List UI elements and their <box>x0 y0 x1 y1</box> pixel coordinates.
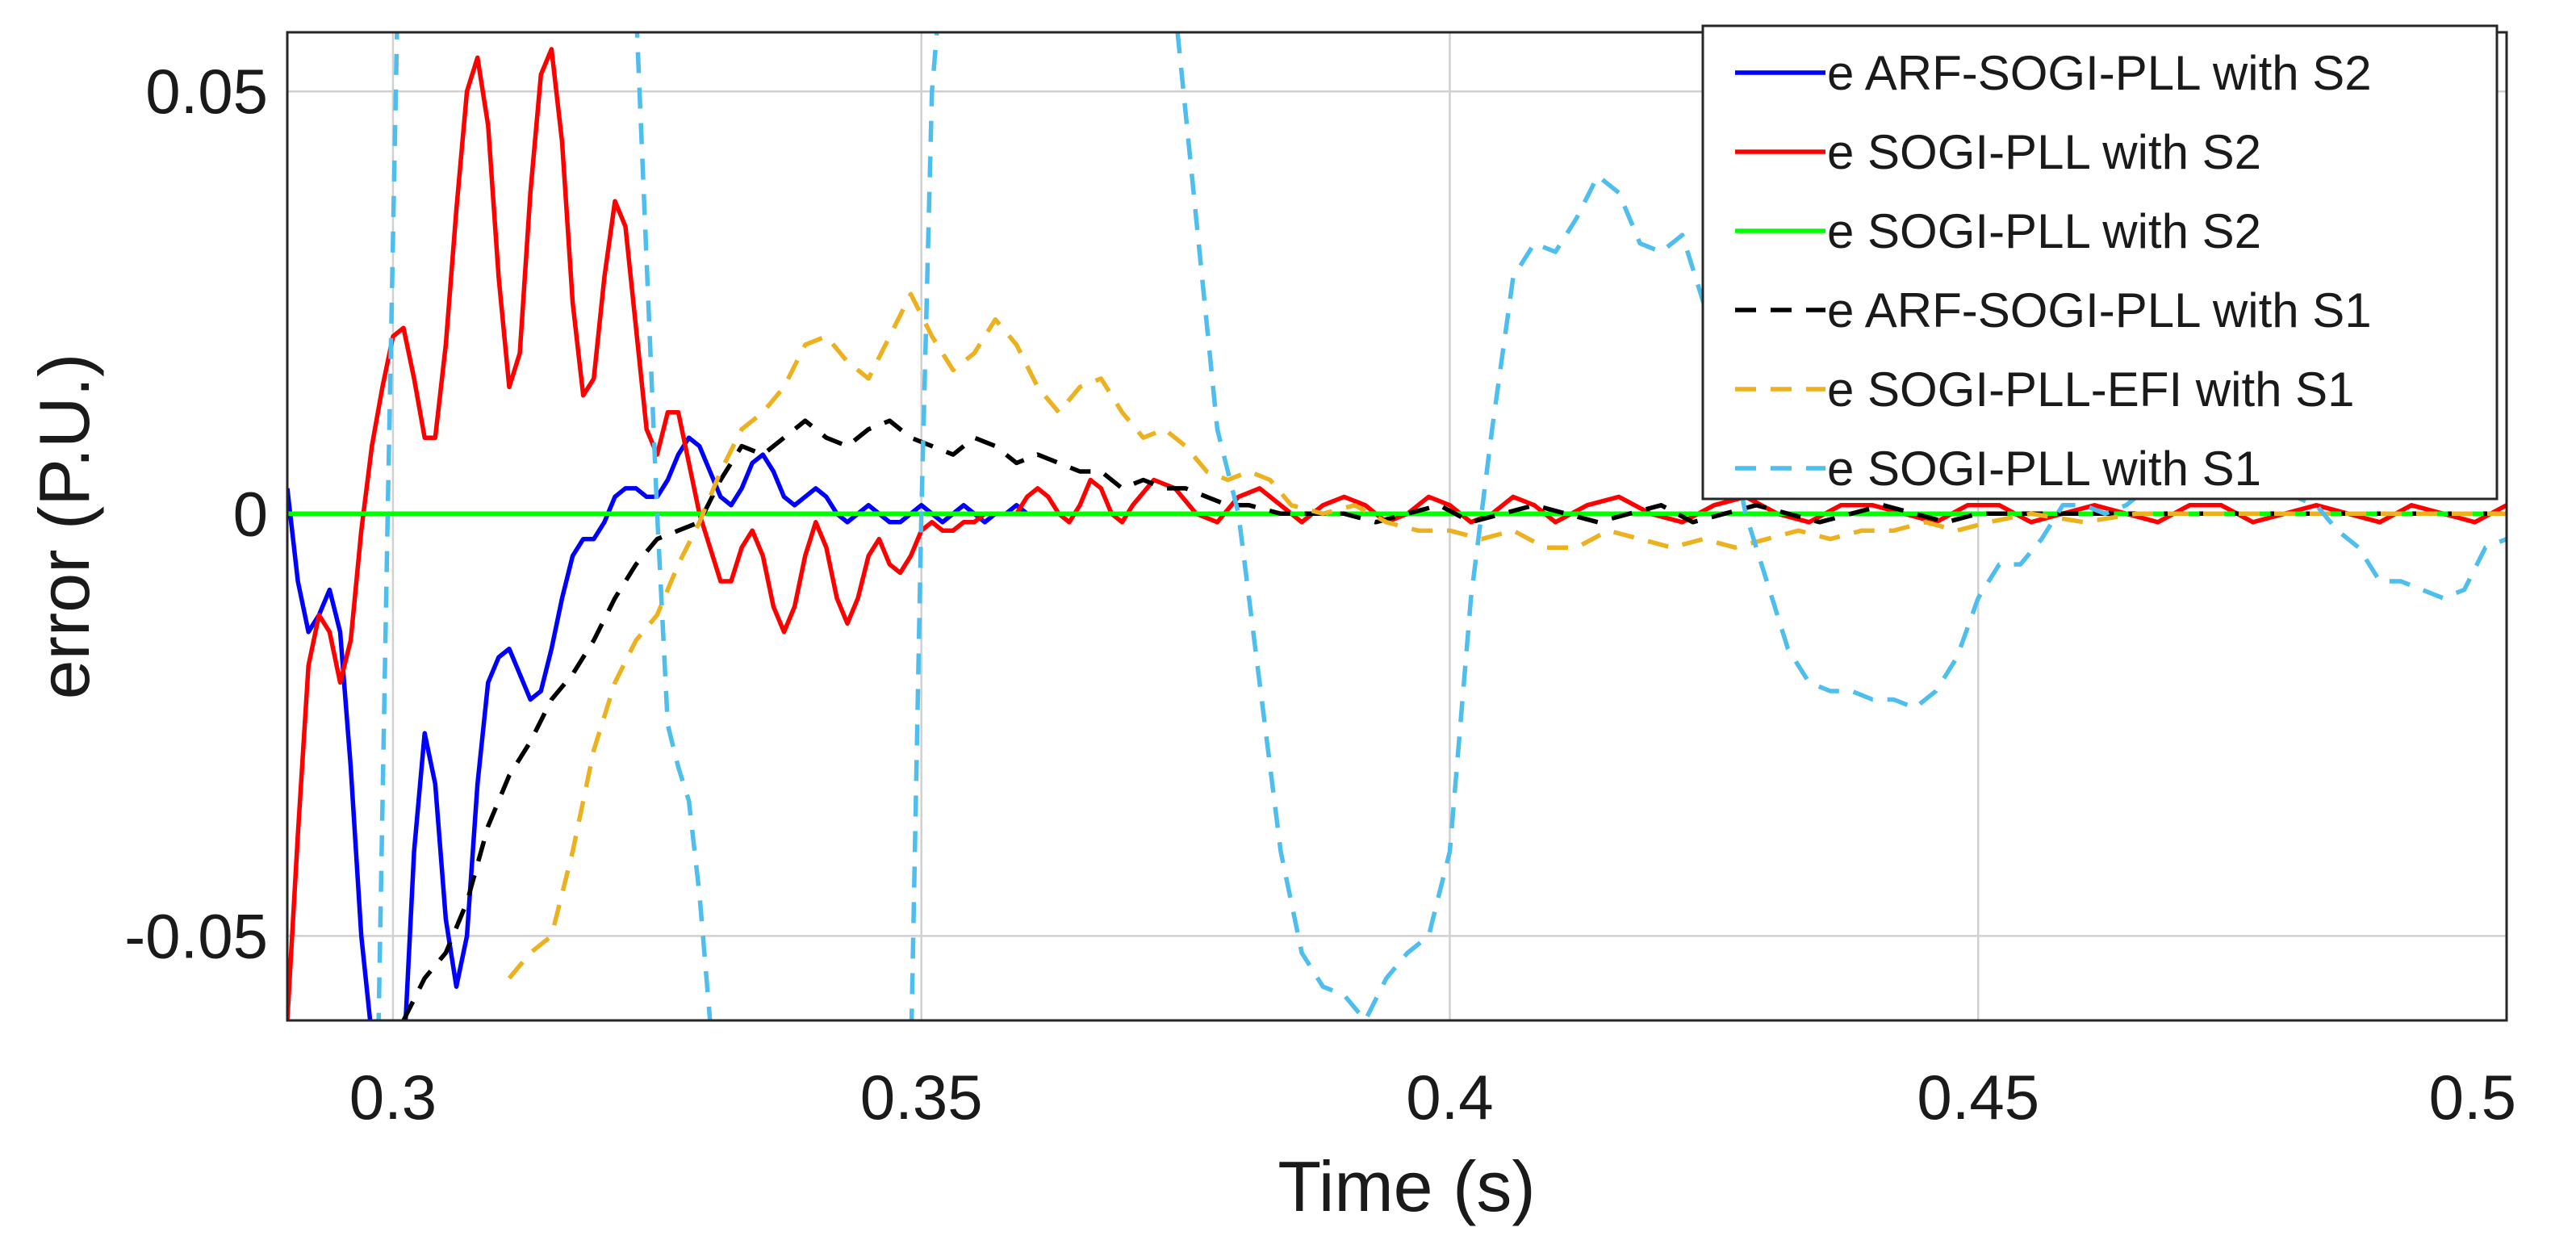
y-tick-label: 0.05 <box>145 56 268 127</box>
legend-label-5: e SOGI-PLL-EFI with S1 <box>1827 362 2355 417</box>
x-tick-label: 0.4 <box>1406 1062 1493 1133</box>
y-tick-label: 0 <box>233 478 268 549</box>
x-tick-label: 0.5 <box>2429 1062 2516 1133</box>
series-line-2 <box>287 47 2507 1020</box>
y-axis-label: error (P.U.) <box>24 354 104 700</box>
x-axis-label: Time (s) <box>1278 1146 1535 1226</box>
x-tick-label: 0.35 <box>860 1062 983 1133</box>
legend-label-2: e SOGI-PLL with S2 <box>1827 125 2261 179</box>
plot-frame <box>286 31 2508 1022</box>
legend-label-6: e SOGI-PLL with S1 <box>1827 442 2261 496</box>
series-line-6 <box>376 32 2507 1020</box>
series-line-5 <box>507 291 2507 980</box>
x-tick-label: 0.45 <box>1917 1062 2039 1133</box>
x-tick-label: 0.3 <box>349 1062 437 1133</box>
legend-label-1: e ARF-SOGI-PLL with S2 <box>1827 46 2372 100</box>
series-group <box>287 32 2507 1020</box>
series-line-4 <box>401 418 2507 1020</box>
legend-box <box>1701 24 2499 501</box>
y-tick-label: -0.05 <box>124 900 268 971</box>
legend: e ARF-SOGI-PLL with S2 e SOGI-PLL with S2… <box>1701 24 2499 501</box>
legend-label-3: e SOGI-PLL with S2 <box>1827 204 2261 258</box>
legend-label-4: e ARF-SOGI-PLL with S1 <box>1827 283 2372 337</box>
tick-labels: 0.3 0.35 0.4 0.45 0.5 -0.05 0 0.05 <box>124 56 2516 1133</box>
